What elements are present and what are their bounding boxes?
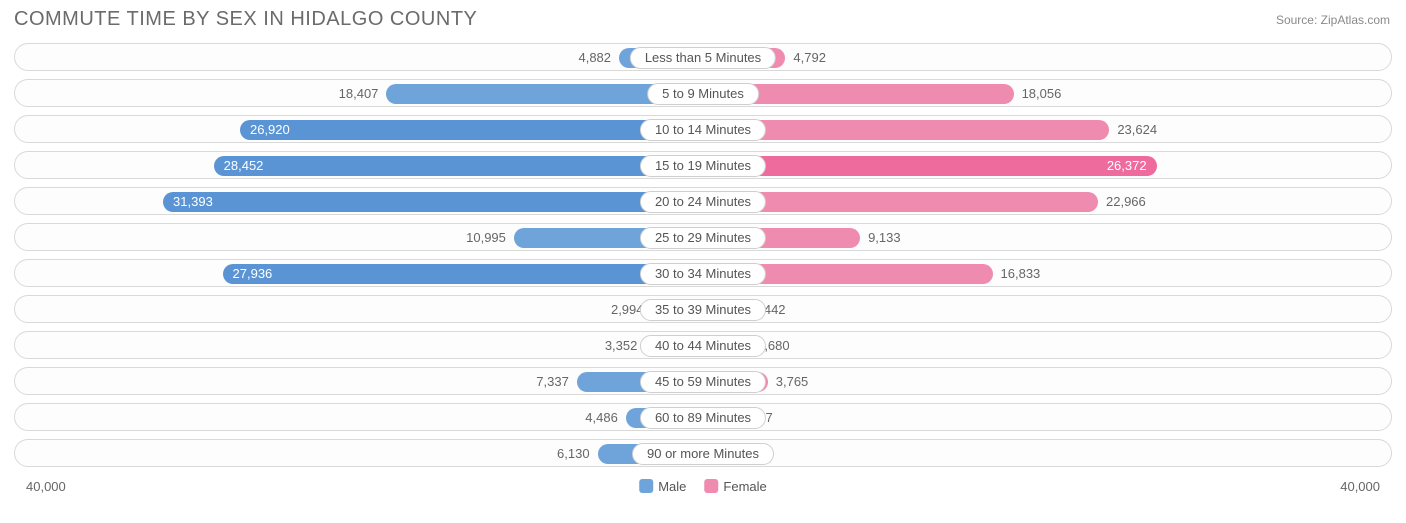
value-label-male: 4,882 [578,48,611,68]
value-label-male: 28,452 [214,156,703,176]
category-pill: 40 to 44 Minutes [640,335,766,357]
category-pill: 60 to 89 Minutes [640,407,766,429]
value-label-male: 6,130 [557,444,590,464]
category-pill: 30 to 34 Minutes [640,263,766,285]
category-pill: 10 to 14 Minutes [640,119,766,141]
chart-row: 31,393 22,966 20 to 24 Minutes [14,187,1392,215]
category-pill: 90 or more Minutes [632,443,774,465]
chart-row: 2,9942,44235 to 39 Minutes [14,295,1392,323]
value-label-female: 16,833 [1001,264,1041,284]
category-pill: 15 to 19 Minutes [640,155,766,177]
chart-row: 6,13077690 or more Minutes [14,439,1392,467]
category-pill: Less than 5 Minutes [630,47,776,69]
value-label-female: 9,133 [868,228,901,248]
value-label-male: 10,995 [466,228,506,248]
chart-row: 28,45226,37215 to 19 Minutes [14,151,1392,179]
legend-item-male: Male [639,479,686,494]
value-label-female: 22,966 [1106,192,1146,212]
value-label-male: 3,352 [605,336,638,356]
chart-legend: Male Female [639,479,767,494]
legend-swatch-male [639,479,653,493]
value-label-male: 27,936 [223,264,703,284]
chart-row: 7,337 3,765 45 to 59 Minutes [14,367,1392,395]
chart-row: 27,936 16,833 30 to 34 Minutes [14,259,1392,287]
category-pill: 20 to 24 Minutes [640,191,766,213]
chart-row: 3,3522,68040 to 44 Minutes [14,331,1392,359]
value-label-male: 4,486 [585,408,618,428]
category-pill: 35 to 39 Minutes [640,299,766,321]
chart-title: COMMUTE TIME BY SEX IN HIDALGO COUNTY [14,8,477,31]
axis-max-right: 40,000 [1340,479,1380,494]
chart-axis: 40,000 Male Female 40,000 [0,477,1406,501]
value-label-male: 7,337 [536,372,569,392]
legend-swatch-female [704,479,718,493]
chart-row: 4,882 4,792 Less than 5 Minutes [14,43,1392,71]
value-label-male: 31,393 [163,192,703,212]
category-pill: 45 to 59 Minutes [640,371,766,393]
chart-source: Source: ZipAtlas.com [1276,13,1390,27]
chart-row: 4,4861,69760 to 89 Minutes [14,403,1392,431]
category-pill: 25 to 29 Minutes [640,227,766,249]
chart-plot-area: 4,882 4,792 Less than 5 Minutes 18,407 18,05… [0,35,1406,477]
value-label-male: 2,994 [611,300,644,320]
value-label-female: 3,765 [776,372,809,392]
value-label-female: 23,624 [1117,120,1157,140]
category-pill: 5 to 9 Minutes [647,83,759,105]
chart-row: 18,407 18,056 5 to 9 Minutes [14,79,1392,107]
legend-item-female: Female [704,479,766,494]
value-label-female: 26,372 [703,156,1157,176]
legend-label-female: Female [723,479,766,494]
value-label-female: 18,056 [1022,84,1062,104]
chart-row: 10,995 9,133 25 to 29 Minutes [14,223,1392,251]
chart-row: 26,920 23,624 10 to 14 Minutes [14,115,1392,143]
chart-header: COMMUTE TIME BY SEX IN HIDALGO COUNTY So… [0,0,1406,35]
axis-max-left: 40,000 [26,479,66,494]
value-label-male: 26,920 [240,120,703,140]
value-label-male: 18,407 [339,84,379,104]
value-label-female: 4,792 [793,48,826,68]
legend-label-male: Male [658,479,686,494]
